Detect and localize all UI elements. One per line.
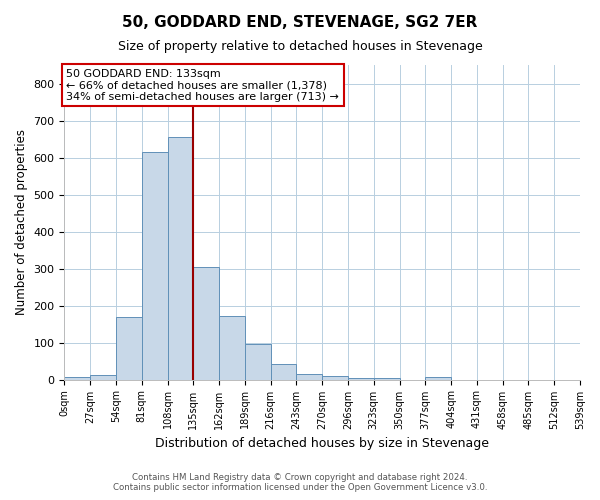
Bar: [322, 376, 348, 380]
Bar: [142, 152, 167, 380]
Text: Contains HM Land Registry data © Crown copyright and database right 2024.
Contai: Contains HM Land Registry data © Crown c…: [113, 473, 487, 492]
X-axis label: Distribution of detached houses by size in Stevenage: Distribution of detached houses by size …: [155, 437, 489, 450]
Bar: [245, 344, 271, 380]
Bar: [348, 378, 374, 380]
Bar: [193, 266, 219, 380]
Bar: [167, 137, 193, 380]
Bar: [425, 378, 451, 380]
Text: 50, GODDARD END, STEVENAGE, SG2 7ER: 50, GODDARD END, STEVENAGE, SG2 7ER: [122, 15, 478, 30]
Text: Size of property relative to detached houses in Stevenage: Size of property relative to detached ho…: [118, 40, 482, 53]
Bar: [374, 378, 400, 380]
Text: 50 GODDARD END: 133sqm
← 66% of detached houses are smaller (1,378)
34% of semi-: 50 GODDARD END: 133sqm ← 66% of detached…: [67, 68, 339, 102]
Y-axis label: Number of detached properties: Number of detached properties: [15, 130, 28, 316]
Bar: [64, 377, 90, 380]
Bar: [271, 364, 296, 380]
Bar: [116, 316, 142, 380]
Bar: [296, 374, 322, 380]
Bar: [90, 375, 116, 380]
Bar: [219, 316, 245, 380]
